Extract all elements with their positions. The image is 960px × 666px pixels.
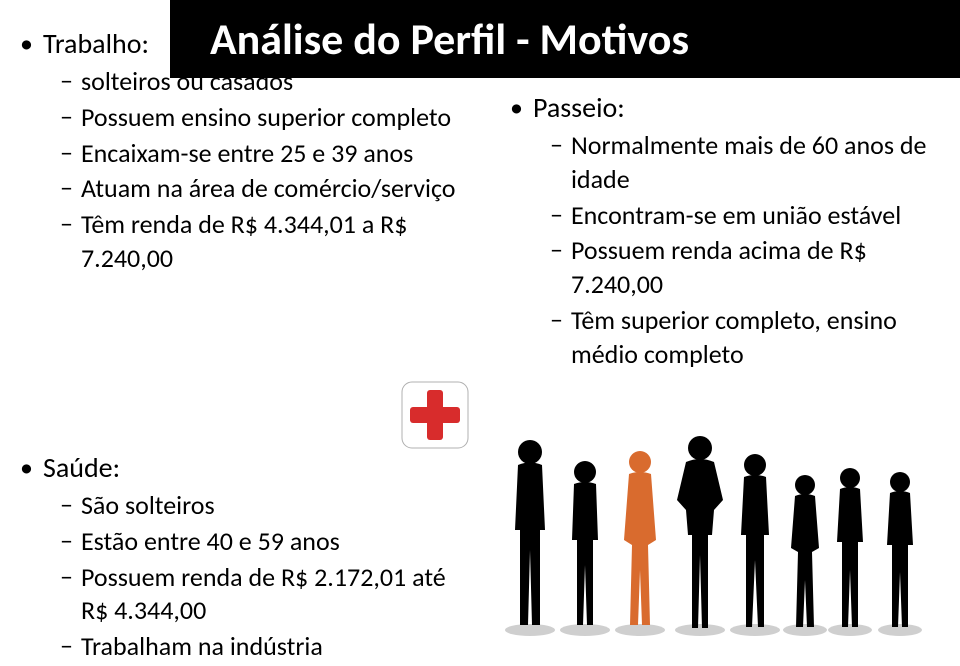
list-item: – Têm superior completo, ensino médio co… <box>550 304 940 372</box>
dash-icon: – <box>60 101 73 132</box>
saude-item-0: São solteiros <box>81 489 215 523</box>
list-item: – Encaixam-se entre 25 e 39 anos <box>60 137 460 171</box>
dash-icon: – <box>60 630 73 661</box>
list-item: – São solteiros <box>60 489 460 523</box>
trabalho-label: Trabalho: <box>43 26 149 61</box>
list-item: – Atuam na área de comércio/serviço <box>60 172 460 206</box>
dash-icon: – <box>60 489 73 520</box>
list-item: – Têm renda de R$ 4.344,01 a R$ 7.240,00 <box>60 208 460 276</box>
trabalho-item-4: Têm renda de R$ 4.344,01 a R$ 7.240,00 <box>81 208 460 276</box>
dash-icon: – <box>550 234 563 265</box>
dash-icon: – <box>60 137 73 168</box>
saude-item-3: Trabalham na indústria <box>81 630 323 664</box>
passeio-item-2: Possuem renda acima de R$ 7.240,00 <box>571 234 940 302</box>
list-item: – Normalmente mais de 60 anos de idade <box>550 129 940 197</box>
list-item: – Possuem renda acima de R$ 7.240,00 <box>550 234 940 302</box>
list-item: – Possuem renda de R$ 2.172,01 até R$ 4.… <box>60 561 460 629</box>
list-item: – Trabalham na indústria <box>60 630 460 664</box>
red-cross-icon <box>400 380 470 450</box>
saude-heading: • Saúde: <box>20 450 460 485</box>
passeio-item-1: Encontram-se em união estável <box>571 199 901 233</box>
passeio-section: • Passeio: – Normalmente mais de 60 anos… <box>510 90 940 374</box>
dash-icon: – <box>60 65 73 96</box>
trabalho-item-3: Atuam na área de comércio/serviço <box>81 172 455 206</box>
trabalho-section: • Trabalho: – solteiros ou casados – Pos… <box>20 26 460 278</box>
trabalho-item-0: solteiros ou casados <box>81 65 293 99</box>
trabalho-item-2: Encaixam-se entre 25 e 39 anos <box>81 137 413 171</box>
list-item: – Estão entre 40 e 59 anos <box>60 525 460 559</box>
dash-icon: – <box>550 304 563 335</box>
dash-icon: – <box>60 172 73 203</box>
saude-item-2: Possuem renda de R$ 2.172,01 até R$ 4.34… <box>81 561 460 629</box>
bullet-icon: • <box>20 30 33 56</box>
people-silhouettes-icon <box>490 430 930 640</box>
list-item: – Possuem ensino superior completo <box>60 101 460 135</box>
bullet-icon: • <box>510 94 523 120</box>
dash-icon: – <box>60 561 73 592</box>
passeio-item-3: Têm superior completo, ensino médio comp… <box>571 304 940 372</box>
saude-item-1: Estão entre 40 e 59 anos <box>81 525 340 559</box>
list-item: – Encontram-se em união estável <box>550 199 940 233</box>
bullet-icon: • <box>20 454 33 480</box>
trabalho-item-1: Possuem ensino superior completo <box>81 101 451 135</box>
passeio-heading: • Passeio: <box>510 90 940 125</box>
passeio-label: Passeio: <box>533 90 625 125</box>
dash-icon: – <box>550 199 563 230</box>
dash-icon: – <box>60 208 73 239</box>
saude-section: • Saúde: – São solteiros – Estão entre 4… <box>20 450 460 666</box>
trabalho-heading: • Trabalho: <box>20 26 460 61</box>
passeio-item-0: Normalmente mais de 60 anos de idade <box>571 129 940 197</box>
saude-label: Saúde: <box>43 450 120 485</box>
dash-icon: – <box>60 525 73 556</box>
list-item: – solteiros ou casados <box>60 65 460 99</box>
dash-icon: – <box>550 129 563 160</box>
